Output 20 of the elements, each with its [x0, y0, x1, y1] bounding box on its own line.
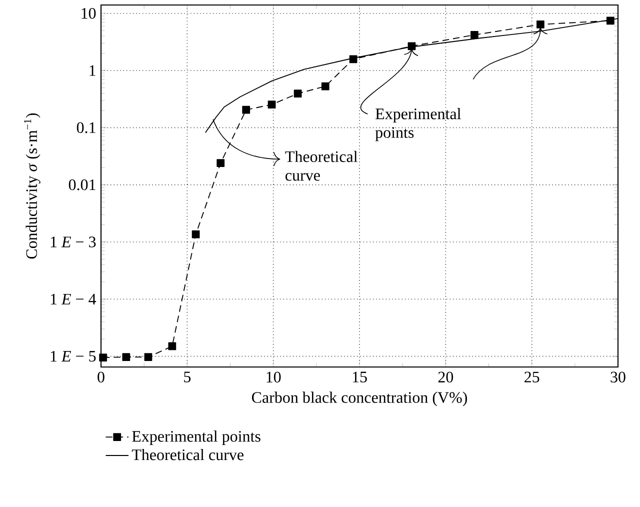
y-tick-label: 10: [82, 8, 96, 19]
x-tick-label: 10: [266, 372, 281, 382]
x-axis-title: Carbon black concentration (V%): [252, 392, 467, 406]
y-tick-label: 0.1: [76, 122, 96, 134]
y-tick-label: 1: [90, 65, 96, 76]
x-tick-label: 25: [524, 372, 540, 382]
y-tick-label: 1 E − 5: [50, 350, 96, 362]
y-tick-label: 0.01: [68, 179, 96, 190]
y-axis-title: Conductivity σ (s·m$^{−1}$): [24, 113, 40, 259]
x-tick-label: 5: [184, 372, 191, 382]
y-tick-label: 1 E − 4: [50, 294, 96, 304]
x-tick-label: 15: [352, 372, 367, 382]
x-tick-label: 30: [610, 372, 626, 382]
legend-label: Experimental points: [132, 430, 260, 446]
legend-label: Theoretical curve: [132, 448, 244, 460]
y-tick-label: 1 E − 3: [50, 236, 96, 248]
x-tick-label: 0: [98, 372, 104, 382]
x-tick-label: 20: [438, 372, 454, 382]
annotation: Theoretical curve: [285, 150, 358, 181]
annotation: Experimental points: [375, 108, 461, 142]
